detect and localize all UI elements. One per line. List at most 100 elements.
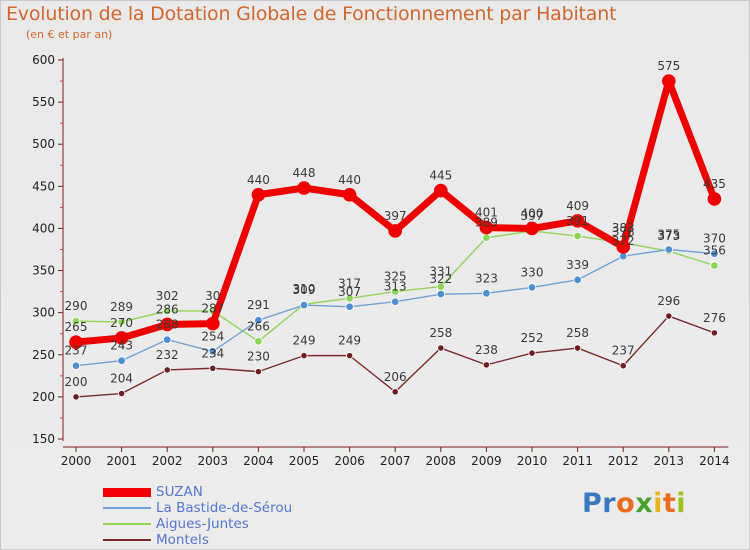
data-label-montels: 204 bbox=[110, 372, 133, 386]
data-label-montels: 230 bbox=[247, 350, 270, 364]
data-point-la-bastide-de-s-rou bbox=[436, 289, 445, 299]
data-label-suzan: 397 bbox=[384, 209, 407, 223]
data-label-la-bastide-de-s-rou: 323 bbox=[475, 271, 498, 285]
data-label-aigues-juntes: 389 bbox=[475, 216, 498, 230]
logo-letter: x bbox=[635, 488, 654, 519]
x-tick-label: 2007 bbox=[380, 454, 411, 468]
data-label-suzan: 270 bbox=[110, 316, 133, 330]
x-tick-label: 2012 bbox=[608, 454, 639, 468]
y-tick-label: 550 bbox=[32, 95, 55, 109]
data-point-la-bastide-de-s-rou bbox=[527, 283, 537, 292]
data-point-suzan bbox=[570, 214, 585, 228]
y-tick-label: 300 bbox=[32, 306, 55, 320]
x-tick-label: 2005 bbox=[289, 454, 320, 468]
proxiti-logo: Proxiti bbox=[582, 488, 686, 519]
data-label-la-bastide-de-s-rou: 237 bbox=[65, 344, 88, 358]
y-tick-label: 200 bbox=[32, 390, 55, 404]
data-label-aigues-juntes: 373 bbox=[657, 229, 680, 243]
data-point-la-bastide-de-s-rou bbox=[71, 361, 81, 370]
legend-label: Aigues-Juntes bbox=[156, 516, 249, 532]
data-label-suzan: 440 bbox=[247, 173, 270, 187]
logo-letter: r bbox=[602, 488, 617, 519]
data-label-montels: 258 bbox=[429, 326, 452, 340]
data-label-montels: 237 bbox=[612, 344, 635, 358]
logo-letter: o bbox=[616, 488, 636, 519]
data-label-la-bastide-de-s-rou: 370 bbox=[703, 232, 726, 246]
data-label-montels: 258 bbox=[566, 326, 589, 340]
x-tick-label: 2001 bbox=[106, 454, 137, 468]
data-point-suzan bbox=[662, 74, 676, 88]
data-label-la-bastide-de-s-rou: 243 bbox=[110, 339, 133, 353]
data-point-suzan bbox=[251, 187, 266, 202]
x-tick-label: 2013 bbox=[654, 454, 685, 468]
x-tick-label: 2009 bbox=[471, 454, 502, 468]
data-label-montels: 249 bbox=[338, 334, 361, 348]
data-point-suzan bbox=[707, 192, 722, 206]
data-point-la-bastide-de-s-rou bbox=[254, 316, 263, 325]
data-point-aigues-juntes bbox=[573, 231, 582, 241]
data-label-suzan: 440 bbox=[338, 173, 361, 187]
data-label-aigues-juntes: 331 bbox=[429, 265, 452, 279]
data-label-la-bastide-de-s-rou: 322 bbox=[429, 272, 452, 286]
data-point-suzan bbox=[388, 224, 403, 238]
data-point-la-bastide-de-s-rou bbox=[208, 347, 217, 356]
data-label-montels: 234 bbox=[201, 346, 224, 360]
data-point-montels bbox=[345, 352, 354, 360]
x-tick-label: 2011 bbox=[562, 454, 593, 468]
data-label-montels: 206 bbox=[384, 370, 407, 384]
data-point-montels bbox=[619, 362, 627, 370]
legend-label: La Bastide-de-Sérou bbox=[156, 500, 293, 516]
data-point-aigues-juntes bbox=[162, 306, 172, 316]
x-tick-label: 2010 bbox=[517, 454, 548, 468]
logo-letter: i bbox=[653, 488, 663, 519]
data-point-montels bbox=[482, 361, 490, 369]
data-label-suzan: 400 bbox=[521, 206, 544, 220]
data-label-suzan: 401 bbox=[475, 206, 498, 220]
data-label-aigues-juntes: 266 bbox=[247, 319, 270, 333]
data-point-la-bastide-de-s-rou bbox=[391, 297, 400, 306]
y-tick-label: 400 bbox=[32, 221, 55, 235]
chart-title: Evolution de la Dotation Globale de Fonc… bbox=[6, 3, 617, 25]
data-label-montels: 296 bbox=[657, 294, 680, 308]
logo-letter: P bbox=[582, 488, 603, 519]
data-point-la-bastide-de-s-rou bbox=[299, 300, 309, 310]
data-label-suzan: 287 bbox=[201, 302, 224, 316]
data-point-suzan bbox=[160, 317, 174, 332]
data-point-aigues-juntes bbox=[254, 337, 263, 346]
data-label-la-bastide-de-s-rou: 330 bbox=[521, 265, 544, 279]
data-label-la-bastide-de-s-rou: 309 bbox=[293, 283, 316, 297]
data-label-montels: 252 bbox=[521, 331, 544, 345]
data-label-aigues-juntes: 325 bbox=[384, 270, 407, 284]
data-label-suzan: 409 bbox=[566, 199, 589, 213]
x-tick-label: 2006 bbox=[334, 454, 365, 468]
data-label-suzan: 448 bbox=[293, 166, 316, 180]
logo-letter: i bbox=[676, 488, 687, 519]
data-label-la-bastide-de-s-rou: 307 bbox=[338, 285, 361, 299]
data-point-montels bbox=[437, 344, 445, 352]
data-label-montels: 276 bbox=[703, 311, 726, 325]
data-point-suzan bbox=[616, 240, 630, 254]
data-point-la-bastide-de-s-rou bbox=[162, 335, 172, 344]
data-point-suzan bbox=[479, 220, 494, 235]
legend-swatch bbox=[103, 487, 151, 497]
data-point-montels bbox=[710, 329, 719, 337]
data-point-la-bastide-de-s-rou bbox=[710, 249, 719, 258]
data-point-la-bastide-de-s-rou bbox=[482, 289, 491, 298]
data-label-suzan: 265 bbox=[65, 320, 88, 334]
data-label-la-bastide-de-s-rou: 339 bbox=[566, 258, 589, 272]
data-label-aigues-juntes: 356 bbox=[703, 244, 726, 258]
logo-letter: t bbox=[662, 488, 677, 519]
data-point-montels bbox=[665, 312, 673, 320]
data-point-suzan bbox=[297, 181, 311, 195]
data-label-la-bastide-de-s-rou: 375 bbox=[657, 228, 680, 242]
data-point-montels bbox=[573, 344, 582, 352]
data-label-suzan: 435 bbox=[703, 177, 726, 191]
data-point-montels bbox=[72, 393, 80, 401]
x-tick-label: 2014 bbox=[699, 454, 730, 468]
data-point-montels bbox=[209, 364, 217, 372]
y-tick-label: 600 bbox=[32, 53, 55, 67]
data-point-montels bbox=[163, 366, 171, 374]
data-point-montels bbox=[391, 388, 399, 396]
data-point-suzan bbox=[206, 316, 220, 331]
